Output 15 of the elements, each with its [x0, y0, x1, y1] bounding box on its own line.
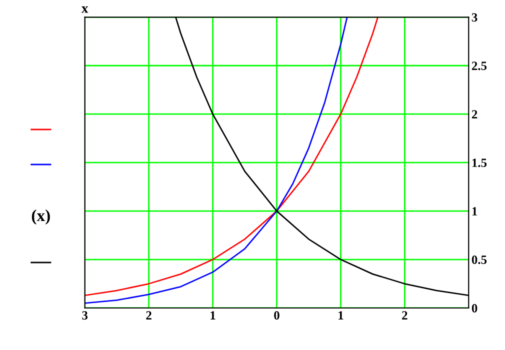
- x-tick-label: 2: [402, 311, 408, 320]
- y-tick-label: 2: [472, 110, 478, 118]
- x-tick-label: 1: [338, 311, 344, 320]
- y-tick-label: 0: [472, 304, 478, 312]
- y-tick-label: 1: [472, 207, 478, 216]
- y-axis-title: (x): [32, 209, 50, 225]
- x-tick-label: 3: [82, 311, 88, 320]
- x-tick-label: 2: [146, 311, 152, 320]
- y-tick-label: 2.5: [472, 62, 487, 70]
- x-tick-label: 0: [274, 311, 280, 320]
- y-tick-label: 3: [472, 13, 478, 22]
- y-tick-label: 0.5: [472, 256, 487, 264]
- text: x: [81, 6, 88, 13]
- x-tick-label: 1: [210, 311, 216, 320]
- y-tick-label: 1.5: [472, 158, 487, 168]
